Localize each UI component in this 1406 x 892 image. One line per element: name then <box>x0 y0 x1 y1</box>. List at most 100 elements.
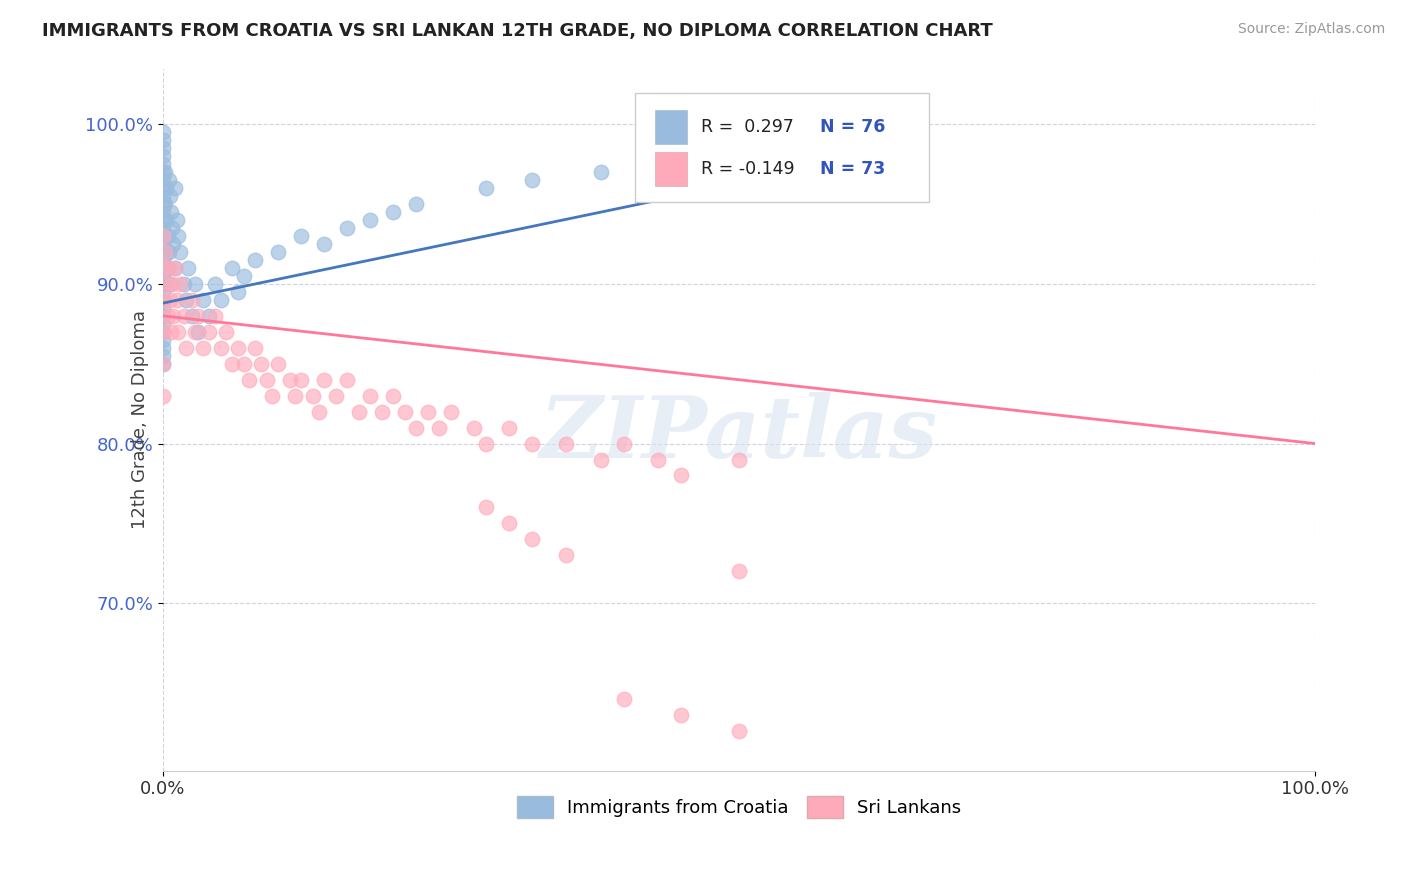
Bar <box>655 110 688 144</box>
Point <box>157 260 180 275</box>
Point <box>520 173 543 187</box>
Point <box>152 293 174 307</box>
Point <box>156 229 179 244</box>
Point <box>221 260 243 275</box>
Point <box>371 404 394 418</box>
Point <box>704 157 727 171</box>
Point <box>429 420 451 434</box>
Point <box>198 325 221 339</box>
Point <box>193 341 215 355</box>
Point <box>152 260 174 275</box>
Point <box>162 309 184 323</box>
Point <box>152 325 174 339</box>
Point <box>359 213 381 227</box>
Point <box>613 691 636 706</box>
Point <box>359 389 381 403</box>
Point <box>405 197 427 211</box>
Text: R = -0.149: R = -0.149 <box>702 160 794 178</box>
Point <box>152 229 174 244</box>
Point <box>226 285 249 299</box>
Point <box>394 404 416 418</box>
Point <box>163 181 186 195</box>
Point <box>152 189 174 203</box>
Point <box>152 325 174 339</box>
Point <box>728 452 751 467</box>
Point <box>162 221 184 235</box>
Point <box>166 213 188 227</box>
Point <box>152 333 174 347</box>
Point <box>152 181 174 195</box>
Point <box>152 213 174 227</box>
Y-axis label: 12th Grade, No Diploma: 12th Grade, No Diploma <box>131 310 149 529</box>
Text: N = 73: N = 73 <box>820 160 884 178</box>
Point <box>159 277 181 291</box>
Bar <box>655 152 688 186</box>
Point <box>157 245 180 260</box>
Text: N = 76: N = 76 <box>820 118 884 136</box>
Point <box>155 213 177 227</box>
Point <box>243 341 266 355</box>
Point <box>555 548 578 562</box>
Point <box>671 707 693 722</box>
Point <box>221 357 243 371</box>
Point <box>193 293 215 307</box>
Point <box>290 373 312 387</box>
Point <box>382 389 405 403</box>
Point <box>842 149 865 163</box>
Point <box>180 309 202 323</box>
Point <box>474 436 496 450</box>
Point <box>152 260 174 275</box>
Point <box>555 436 578 450</box>
Point <box>520 533 543 547</box>
Text: ZIPatlas: ZIPatlas <box>540 392 938 475</box>
Point <box>160 325 183 339</box>
Point <box>156 260 179 275</box>
Point <box>166 293 188 307</box>
Point <box>184 277 207 291</box>
Point <box>155 181 177 195</box>
Point <box>209 293 232 307</box>
Point <box>167 325 190 339</box>
Point <box>152 141 174 155</box>
Point <box>152 301 174 315</box>
Point <box>152 149 174 163</box>
Point <box>243 253 266 268</box>
Point <box>162 237 184 252</box>
Point <box>589 452 612 467</box>
Point <box>498 420 520 434</box>
Point <box>647 452 669 467</box>
Text: R =  0.297: R = 0.297 <box>702 118 794 136</box>
Point <box>152 285 174 299</box>
Point <box>382 205 405 219</box>
Point <box>416 404 439 418</box>
Point <box>155 277 177 291</box>
Point <box>152 357 174 371</box>
Point <box>159 293 181 307</box>
Point <box>152 133 174 147</box>
Point <box>187 309 209 323</box>
Point <box>152 197 174 211</box>
Point <box>152 221 174 235</box>
Point <box>152 229 174 244</box>
Point <box>152 357 174 371</box>
Point <box>613 436 636 450</box>
Point <box>226 341 249 355</box>
Point <box>250 357 273 371</box>
Point <box>155 165 177 179</box>
Point <box>728 723 751 738</box>
Point <box>152 205 174 219</box>
Point <box>336 221 359 235</box>
Point <box>152 277 174 291</box>
Point <box>156 309 179 323</box>
Point <box>209 341 232 355</box>
Point <box>152 237 174 252</box>
Point <box>155 197 177 211</box>
Point <box>267 357 290 371</box>
Point <box>173 309 195 323</box>
Point <box>162 277 184 291</box>
Point <box>152 268 174 283</box>
Point <box>155 245 177 260</box>
Point <box>589 165 612 179</box>
Point <box>284 389 307 403</box>
Point <box>173 277 195 291</box>
